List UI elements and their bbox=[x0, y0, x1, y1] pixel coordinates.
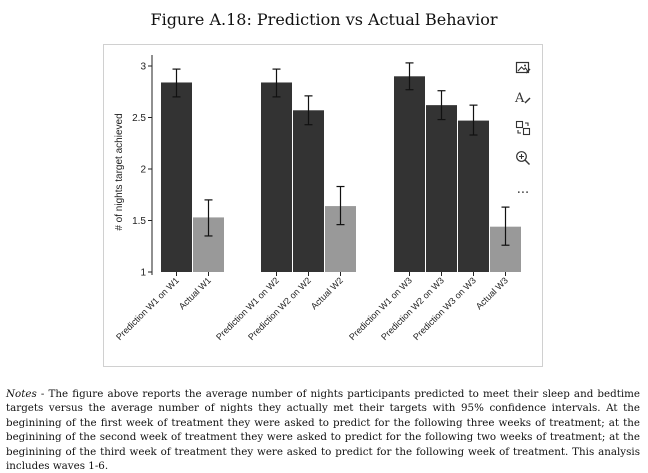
x-tick-label: Prediction W1 on W1 bbox=[114, 275, 181, 342]
bar bbox=[161, 82, 192, 272]
image-edit-icon[interactable] bbox=[513, 60, 533, 80]
notes-label: Notes bbox=[6, 388, 37, 400]
x-tick-label: Prediction W2 on W3 bbox=[379, 275, 446, 342]
bar bbox=[293, 110, 324, 272]
y-tick-label: 1.5 bbox=[132, 216, 146, 227]
bar bbox=[426, 105, 457, 272]
x-tick-label: Actual W2 bbox=[309, 275, 345, 311]
bar bbox=[261, 82, 292, 272]
x-tick-label: Prediction W1 on W3 bbox=[347, 275, 414, 342]
y-axis-label: # of nights target achieved bbox=[114, 113, 125, 230]
x-tick-label: Prediction W1 on W2 bbox=[214, 275, 281, 342]
text-format-icon[interactable]: A bbox=[513, 90, 533, 110]
bar-chart: 1 1.5 2 2.5 3 # of nights target achieved Pred… bbox=[114, 55, 521, 342]
zoom-in-icon[interactable] bbox=[513, 150, 533, 170]
notes-text: - The figure above reports the average n… bbox=[6, 388, 640, 473]
figure-notes: Notes - The figure above reports the ave… bbox=[6, 387, 640, 473]
y-tick-label: 1 bbox=[140, 268, 146, 279]
svg-text:A: A bbox=[514, 91, 525, 106]
chart-title: Figure A.18: Prediction vs Actual Behavi… bbox=[150, 10, 498, 29]
x-tick-label: Actual W1 bbox=[177, 275, 213, 311]
more-icon[interactable]: ... bbox=[516, 182, 530, 197]
x-tick-label: Actual W3 bbox=[474, 275, 510, 311]
x-tick-label: Prediction W3 on W3 bbox=[411, 275, 478, 342]
x-tick-label: Prediction W2 on W2 bbox=[246, 275, 313, 342]
chart-toolbar: A ... bbox=[513, 58, 537, 210]
copy-transform-icon[interactable] bbox=[513, 120, 533, 140]
y-tick-label: 2.5 bbox=[132, 113, 146, 124]
bar bbox=[458, 120, 489, 272]
y-tick-label: 2 bbox=[140, 165, 146, 176]
bar bbox=[394, 76, 425, 272]
y-tick-label: 3 bbox=[140, 62, 146, 73]
